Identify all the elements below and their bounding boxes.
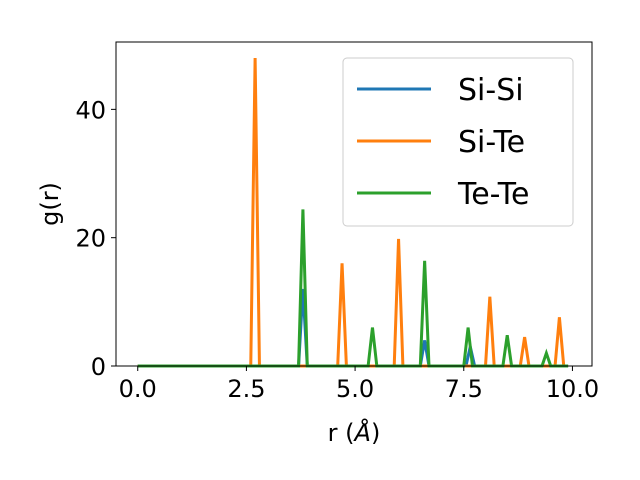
series-line-te-te xyxy=(137,209,569,368)
x-tick-label: 2.5 xyxy=(227,375,265,403)
x-axis-label-base: r ( xyxy=(328,419,355,447)
y-tick-label: 0 xyxy=(91,353,106,381)
legend-label-te-te: Te-Te xyxy=(457,177,529,212)
legend: Si-Si Si-Te Te-Te xyxy=(342,57,574,227)
x-axis-label-close: ) xyxy=(371,419,380,447)
x-tick-label: 7.5 xyxy=(445,375,483,403)
legend-label-si-te: Si-Te xyxy=(458,125,525,160)
legend-box xyxy=(342,57,574,227)
y-tick-label: 20 xyxy=(75,225,106,253)
x-tick-label: 10.0 xyxy=(546,375,599,403)
plot-frame xyxy=(115,41,593,367)
x-axis-label-unit: Å xyxy=(353,418,371,447)
y-tick-label: 40 xyxy=(75,96,106,124)
x-axis-label: r (Å) xyxy=(328,418,381,447)
y-axis-label: g(r) xyxy=(36,182,64,226)
legend-label-si-si: Si-Si xyxy=(458,73,524,108)
x-tick-label: 0.0 xyxy=(119,375,157,403)
x-tick-label: 5.0 xyxy=(336,375,374,403)
ticks-layer: 0.0 2.5 5.0 7.5 10.0 0 20 40 xyxy=(75,96,599,403)
